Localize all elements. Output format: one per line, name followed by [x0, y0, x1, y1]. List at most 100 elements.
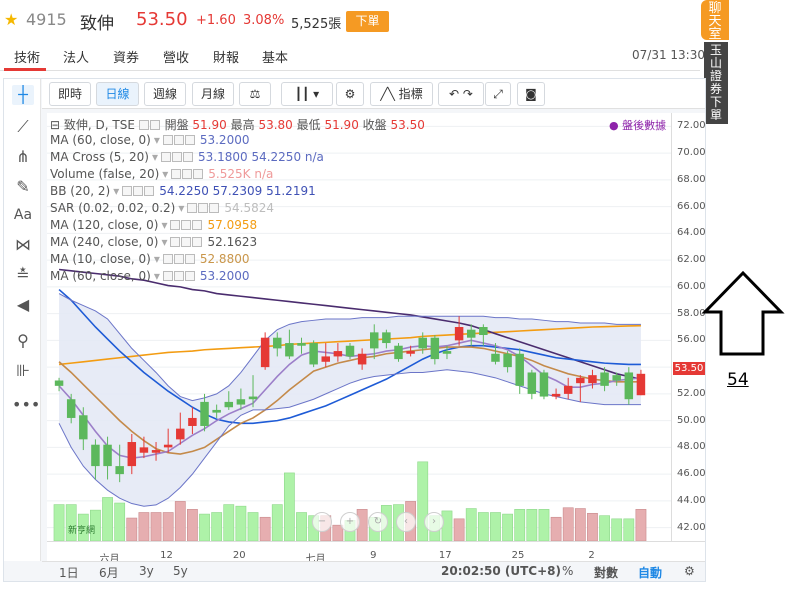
favorite-star-icon[interactable]: ★	[4, 10, 19, 29]
candle-body	[333, 351, 343, 357]
dropdown-caret-icon[interactable]: ▾	[153, 269, 160, 283]
dropdown-caret-icon[interactable]: ▾	[178, 201, 185, 215]
legend-row-controls[interactable]	[170, 235, 203, 249]
fib-icon[interactable]: ≛	[16, 265, 30, 284]
undo-redo-icon[interactable]: ↶ ↷	[438, 82, 484, 106]
percent-scale-toggle[interactable]: %	[562, 564, 574, 578]
indicators-button[interactable]: ╱╲ 指標	[370, 82, 433, 106]
volume-bar	[502, 513, 513, 542]
trendline-icon[interactable]: ⟋	[17, 117, 29, 136]
more-icon[interactable]: •••	[12, 395, 41, 414]
zoom-icon[interactable]: ⚲	[17, 331, 29, 350]
fullscreen-icon[interactable]: ⤢	[485, 82, 511, 106]
legend-row-values: 53.2000	[199, 269, 250, 283]
price-axis-tick: 66.00	[677, 200, 706, 212]
tab-institutional[interactable]: 法人	[63, 51, 90, 66]
interval-weekly-button[interactable]: 週線	[144, 82, 186, 106]
text-tool-icon[interactable]: Aa	[13, 207, 33, 223]
range-6m-button[interactable]: 6月	[99, 566, 119, 580]
brush-icon[interactable]: ✎	[16, 177, 30, 196]
price-axis-tick: 46.00	[677, 468, 706, 480]
range-5y-button[interactable]: 5y	[173, 564, 188, 578]
cnyes-watermark-logo: 新亨網	[68, 526, 96, 536]
legend-row[interactable]: MA Cross (5, 20) ▾ 53.1800 54.2250 n/a	[50, 150, 324, 164]
axis-settings-gear-icon[interactable]: ⚙	[684, 564, 695, 578]
reset-icon[interactable]: ↻	[368, 512, 388, 532]
scroll-right-icon[interactable]: ›	[424, 512, 444, 532]
legend-row[interactable]: Volume (false, 20) ▾ 5.525K n/a	[50, 167, 273, 181]
tab-basic[interactable]: 基本	[262, 51, 289, 66]
legend-row-controls[interactable]	[122, 184, 155, 198]
volume-bar	[138, 512, 150, 542]
indicators-icon: ╱╲	[380, 87, 399, 101]
candle-body	[442, 351, 452, 354]
legend-collapse-icon[interactable]: ⊟	[50, 118, 64, 132]
interval-daily-button[interactable]: 日線	[96, 82, 139, 106]
price-chart-area[interactable]	[47, 113, 671, 542]
price-axis[interactable]: 72.00 70.00 68.00 66.00 64.00 62.00 60.00 58.00…	[671, 113, 706, 541]
esun-char: 下	[709, 95, 722, 109]
volume-bar	[235, 505, 247, 542]
interval-intraday-button[interactable]: 即時	[49, 82, 91, 106]
candle-body	[248, 396, 258, 400]
zoom-in-icon[interactable]: +	[340, 512, 360, 532]
settings-gear-icon[interactable]: ⚙	[336, 82, 364, 106]
price-axis-tick: 58.00	[677, 307, 706, 319]
tab-margin[interactable]: 資券	[113, 51, 140, 66]
legend-row[interactable]: BB (20, 2) ▾ 54.2250 57.2309 51.2191	[50, 184, 316, 198]
legend-symbol-controls[interactable]	[138, 118, 165, 132]
esun-order-button[interactable]: 玉 山 證 券 下 單	[704, 42, 728, 124]
price-axis-tick: 64.00	[677, 227, 706, 239]
legend-row-controls[interactable]	[162, 269, 196, 283]
dropdown-caret-icon[interactable]: ▾	[153, 252, 160, 266]
legend-row-controls[interactable]	[170, 218, 203, 232]
fork-icon[interactable]: ⋔	[16, 147, 30, 166]
screenshot-camera-icon[interactable]: ◙	[517, 82, 545, 106]
dropdown-caret-icon[interactable]: ▾	[162, 167, 169, 181]
legend-row-controls[interactable]	[161, 150, 194, 164]
legend-row-controls[interactable]	[187, 201, 220, 215]
arrow-left-icon[interactable]: ◀	[16, 295, 30, 314]
legend-row[interactable]: SAR (0.02, 0.02, 0.2) ▾ 54.5824	[50, 201, 274, 215]
legend-row-controls[interactable]	[162, 252, 196, 266]
legend-row[interactable]: MA (120, close, 0) ▾ 57.0958	[50, 218, 257, 232]
legend-row[interactable]: MA (240, close, 0) ▾ 52.1623	[50, 235, 257, 249]
tab-technical[interactable]: 技術	[14, 51, 41, 66]
legend-row-controls[interactable]	[171, 167, 204, 181]
legend-row[interactable]: MA (10, close, 0) ▾ 52.8800	[50, 252, 249, 266]
chatroom-button[interactable]: 聊 天 室	[701, 0, 729, 41]
price-axis-tick: 44.00	[677, 494, 706, 506]
dropdown-caret-icon[interactable]: ▾	[161, 235, 168, 249]
esun-char: 證	[709, 69, 722, 83]
time-axis[interactable]: 六月 12 20 七月 9 17 25 2	[47, 541, 705, 565]
tab-financials[interactable]: 財報	[213, 51, 240, 66]
legend-row[interactable]: MA (60, close, 0) ▾ 53.2000	[50, 133, 249, 147]
compare-scale-icon[interactable]: ⚖	[239, 82, 271, 106]
crosshair-icon[interactable]: ┼	[12, 85, 34, 105]
measure-icon[interactable]: ⊪	[16, 361, 30, 380]
pattern-icon[interactable]: ⋈	[15, 235, 31, 254]
auto-scale-toggle[interactable]: 自動	[638, 566, 663, 580]
after-hours-data-link[interactable]: ● 盤後數據	[609, 119, 667, 132]
candle-body	[406, 351, 415, 354]
candle-body	[357, 353, 367, 365]
order-button[interactable]: 下單	[346, 11, 389, 32]
dropdown-caret-icon[interactable]: ▾	[161, 218, 168, 232]
chart-type-candle-icon[interactable]: ┃┃ ▾	[281, 82, 333, 106]
candle-body	[454, 327, 464, 341]
scroll-left-icon[interactable]: ‹	[396, 512, 416, 532]
tab-revenue[interactable]: 營收	[163, 51, 190, 66]
log-scale-toggle[interactable]: 對數	[594, 566, 619, 580]
dropdown-caret-icon[interactable]: ▾	[113, 184, 120, 198]
interval-monthly-button[interactable]: 月線	[192, 82, 234, 106]
candle-body	[163, 444, 173, 448]
dropdown-caret-icon[interactable]: ▾	[153, 133, 160, 147]
clock-time[interactable]: 20:02:50 (UTC+8)	[441, 564, 561, 578]
range-1d-button[interactable]: 1日	[59, 566, 79, 580]
range-3y-button[interactable]: 3y	[139, 564, 154, 578]
candle-body	[115, 466, 124, 475]
zoom-out-icon[interactable]: −	[312, 512, 332, 532]
legend-row-controls[interactable]	[162, 133, 196, 147]
legend-row[interactable]: MA (60, close, 0) ▾ 53.2000	[50, 269, 249, 283]
dropdown-caret-icon[interactable]: ▾	[151, 150, 159, 164]
